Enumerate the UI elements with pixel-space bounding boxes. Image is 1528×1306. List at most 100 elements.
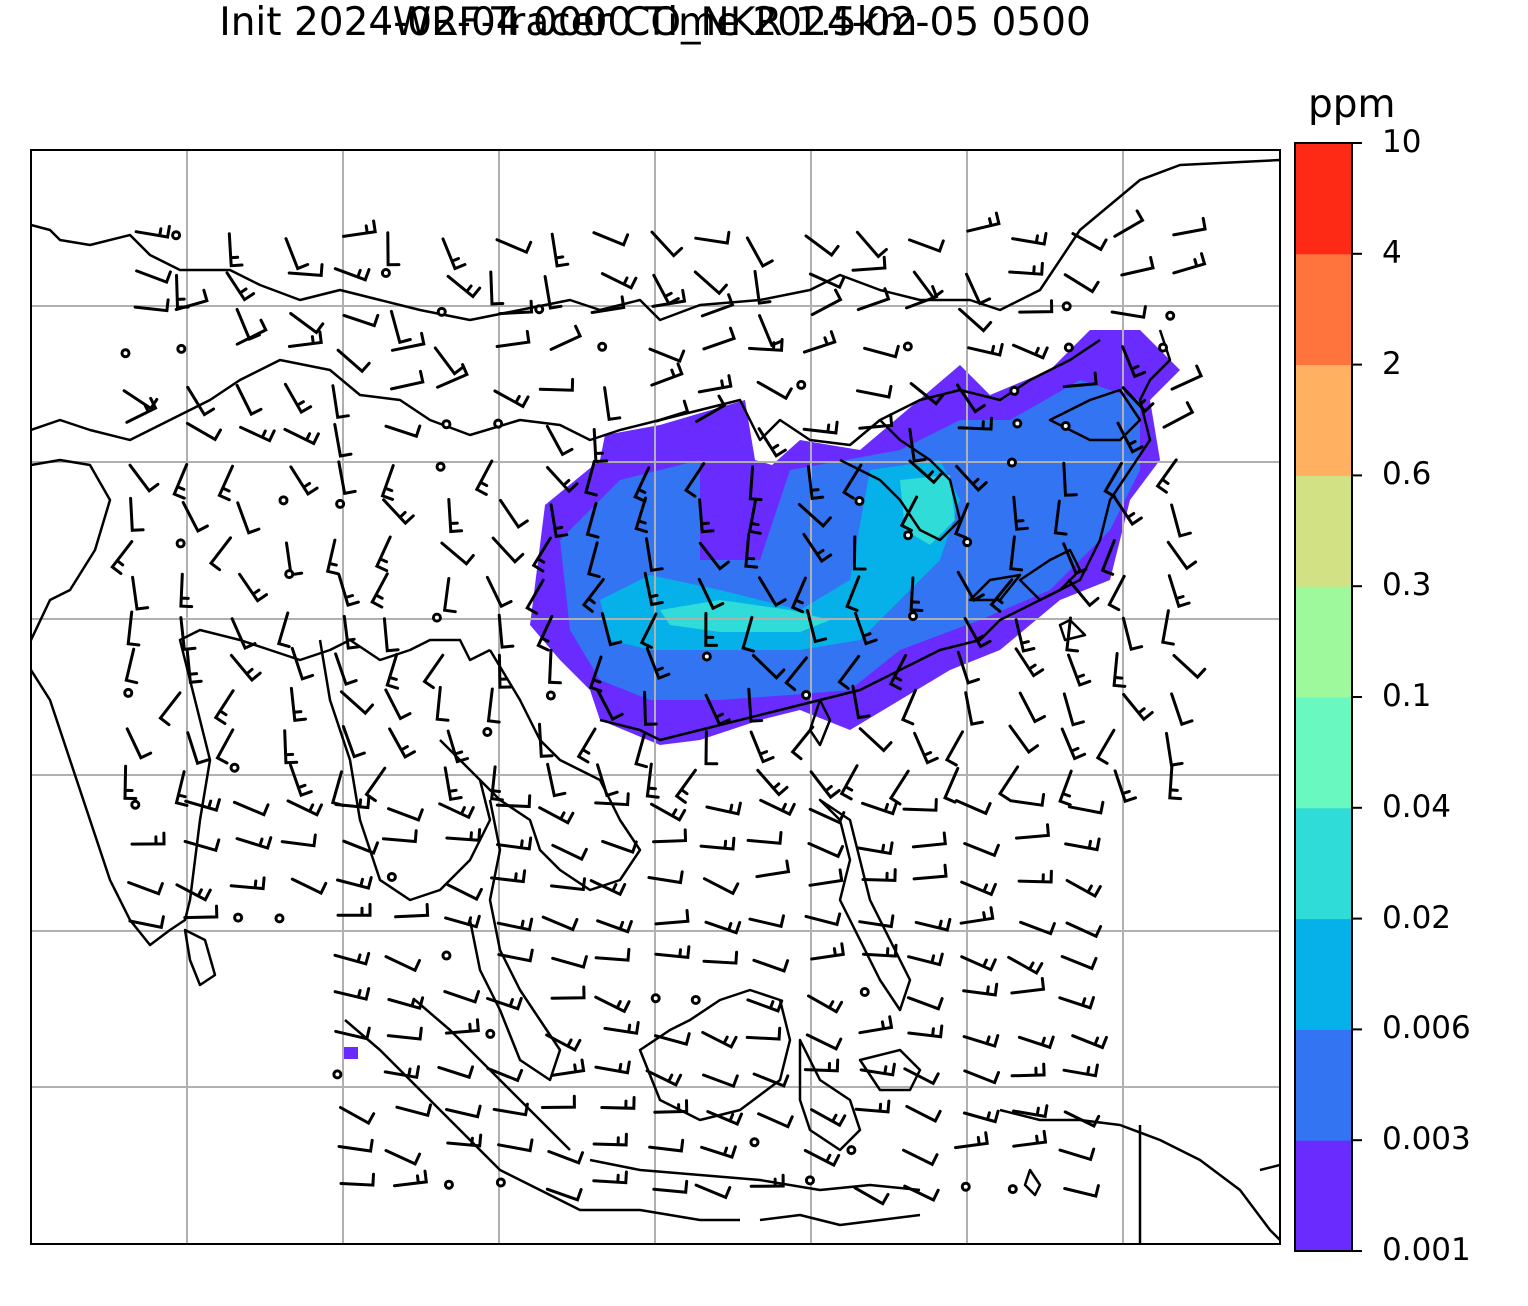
wind-barb (693, 270, 728, 296)
wind-barb (1112, 652, 1127, 688)
wind-barb (704, 693, 731, 727)
wind-barb (997, 765, 1020, 802)
wind-barb (135, 269, 172, 285)
calm-marker (903, 530, 914, 541)
wind-barb (752, 958, 790, 973)
wind-barb (914, 917, 952, 932)
wind-barb (183, 838, 221, 853)
wind-barb (540, 1094, 576, 1109)
wind-barb (1172, 216, 1207, 237)
wind-barb (1107, 574, 1126, 612)
wind-barb (444, 914, 481, 929)
wind-barb (239, 425, 276, 443)
wind-barb (805, 608, 828, 644)
wind-barb (854, 1099, 891, 1114)
wind-barb (289, 312, 325, 335)
wind-barb (751, 654, 786, 680)
wind-barb (851, 255, 887, 272)
wind-barb (837, 654, 861, 690)
wind-barb (486, 687, 501, 724)
wind-barb (967, 343, 1004, 357)
wind-barb (698, 498, 715, 534)
wind-barb (747, 498, 762, 535)
calm-marker (534, 304, 545, 315)
calm-marker (435, 461, 446, 472)
wind-barb (1110, 305, 1147, 319)
wind-barb (955, 799, 992, 816)
wind-barb (235, 836, 273, 850)
wind-barb (863, 344, 900, 359)
wind-barb (908, 238, 945, 253)
calm-marker (650, 993, 661, 1004)
wind-barb (422, 653, 445, 690)
wind-barb (290, 646, 315, 681)
wind-barb (908, 427, 927, 463)
wind-barb (652, 828, 688, 844)
wind-barb (124, 647, 139, 685)
wind-barb (333, 987, 371, 1001)
wind-barb (702, 877, 740, 896)
wind-barb (702, 326, 737, 351)
wind-barb (905, 1104, 942, 1124)
wind-barb (854, 611, 878, 646)
wind-barb (858, 413, 894, 430)
calm-marker (335, 498, 346, 509)
wind-barb (645, 762, 660, 799)
wind-barb (333, 423, 353, 458)
wind-barb (342, 219, 377, 238)
wind-barb (339, 690, 374, 716)
wind-barb (797, 503, 832, 529)
wind-barb (962, 982, 999, 997)
wind-barb (435, 685, 450, 722)
wind-barb (337, 573, 360, 607)
wind-barb (548, 648, 562, 685)
calm-marker (485, 1028, 496, 1039)
wind-barb (652, 1179, 689, 1194)
calm-marker (908, 611, 919, 622)
wind-barb (808, 868, 844, 887)
map-frame (30, 149, 1281, 1245)
calm-marker (846, 1145, 857, 1156)
wind-barb (446, 729, 470, 764)
wind-barb (489, 270, 505, 306)
calm-marker (482, 726, 493, 737)
wind-barb (1170, 364, 1204, 391)
wind-barb (497, 613, 515, 649)
wind-barb (964, 691, 984, 726)
wind-barb (746, 831, 783, 845)
wind-barb (289, 686, 307, 722)
wind-barb (654, 945, 691, 960)
wind-barb (908, 459, 943, 485)
wind-barb (759, 798, 796, 817)
wind-barb (634, 731, 648, 769)
wind-barb (592, 428, 609, 464)
wind-barb (648, 1138, 685, 1153)
wind-barb (1113, 495, 1143, 527)
calm-marker (1063, 342, 1074, 353)
wind-barb (802, 420, 839, 435)
wind-barb (802, 330, 837, 354)
wind-barb (486, 996, 523, 1011)
wind-barb (339, 1106, 376, 1126)
colorbar-tick-label: 0.006 (1382, 1010, 1471, 1047)
colorbar-tick-label: 0.003 (1382, 1121, 1471, 1158)
wind-barb (235, 318, 268, 346)
wind-barb (705, 801, 742, 816)
wind-barb (383, 1065, 420, 1080)
wind-barb (498, 299, 534, 316)
wind-barb (704, 730, 719, 766)
wind-barb (336, 876, 373, 890)
wind-barb (907, 952, 944, 967)
calm-marker (1061, 301, 1072, 312)
wind-barb (334, 795, 371, 810)
wind-barb (493, 389, 530, 409)
colorbar-segment (1295, 143, 1352, 255)
calm-marker (443, 1179, 454, 1190)
wind-barb (127, 881, 164, 896)
calm-marker (274, 913, 285, 924)
wind-barb (280, 833, 317, 848)
wind-barb (784, 656, 808, 692)
wind-barb (331, 384, 350, 420)
wind-barb (283, 729, 299, 765)
calm-marker (690, 994, 701, 1005)
